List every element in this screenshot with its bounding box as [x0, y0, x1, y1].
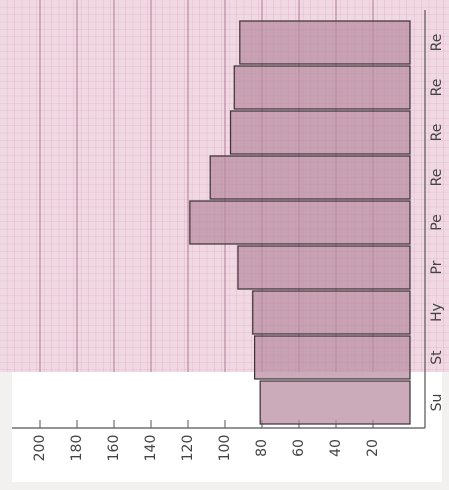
- bar: [252, 290, 411, 335]
- x-tick-label: 40: [328, 439, 344, 457]
- bar: [209, 155, 411, 200]
- category-label: Hy: [429, 303, 445, 322]
- x-tick-label: 180: [69, 435, 85, 462]
- x-tick-label: 160: [106, 435, 122, 462]
- category-label: Re: [429, 79, 445, 97]
- bar: [233, 65, 411, 110]
- category-label: Su: [429, 394, 445, 412]
- bar: [254, 335, 411, 380]
- category-label: Re: [429, 34, 445, 52]
- x-tick-label: 140: [143, 435, 159, 462]
- x-tick-label: 20: [365, 439, 381, 457]
- x-tick-label: 80: [254, 439, 270, 457]
- bar: [229, 110, 411, 155]
- x-tick-label: 200: [32, 435, 48, 462]
- category-label: Re: [429, 124, 445, 142]
- bar: [259, 380, 411, 425]
- bar: [239, 20, 411, 65]
- category-label: Re: [429, 169, 445, 187]
- bar: [189, 200, 411, 245]
- category-label: Pe: [429, 214, 445, 231]
- x-tick-label: 100: [217, 435, 233, 462]
- x-tick-label: 60: [291, 439, 307, 457]
- category-label: St: [429, 350, 445, 365]
- bar: [237, 245, 411, 290]
- category-label: Pr: [429, 260, 445, 274]
- x-tick-label: 120: [180, 435, 196, 462]
